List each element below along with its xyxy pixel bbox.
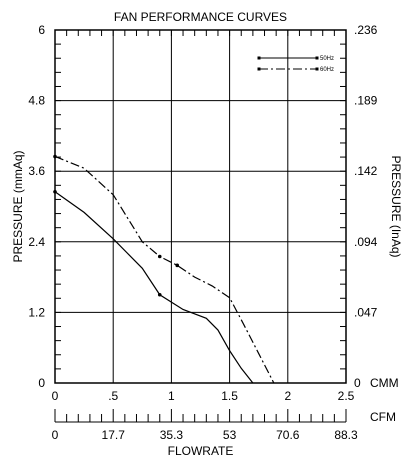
legend-marker xyxy=(257,56,261,60)
right-tick-label: .047 xyxy=(354,305,378,319)
cmm-tick-label: 1.5 xyxy=(221,389,238,403)
legend-marker xyxy=(315,67,319,71)
cfm-axis xyxy=(54,409,347,423)
data-point xyxy=(157,254,162,259)
x-axis-label: FLOWRATE xyxy=(168,444,234,458)
cfm-tick-label: 0 xyxy=(52,428,59,442)
cmm-tick-label: 2 xyxy=(284,389,291,403)
series xyxy=(53,154,275,384)
right-tick-label: .094 xyxy=(354,235,378,249)
series-line-60Hz xyxy=(54,155,275,384)
cmm-unit-label: CMM xyxy=(370,376,399,390)
cmm-axis-ticks: 0 .5 1 1.5 2 2.5 xyxy=(52,389,355,403)
right-tick-label: .189 xyxy=(354,94,378,108)
chart-title: FAN PERFORMANCE CURVES xyxy=(114,10,287,24)
data-point xyxy=(157,292,162,297)
cfm-unit-label: CFM xyxy=(370,410,396,424)
legend-label: 50Hz xyxy=(320,56,334,62)
left-tick-label: 3.6 xyxy=(28,164,45,178)
plot-frame xyxy=(54,29,347,384)
right-tick-label: .142 xyxy=(354,164,378,178)
grid xyxy=(55,30,346,383)
right-axis-ticks: 0 .047 .094 .142 .189 .236 xyxy=(354,23,378,390)
cmm-tick-label: 0 xyxy=(52,389,59,403)
left-tick-label: 1.2 xyxy=(28,305,45,319)
cfm-tick-label: 35.3 xyxy=(160,428,184,442)
cfm-tick-label: 17.7 xyxy=(102,428,126,442)
minor-ticks xyxy=(54,29,347,384)
cmm-tick-label: .5 xyxy=(108,389,118,403)
y-axis-label-left: PRESSURE (mmAq) xyxy=(11,150,25,262)
legend-label: 60Hz xyxy=(320,67,334,73)
cfm-tick-label: 70.6 xyxy=(276,428,300,442)
right-tick-label: 0 xyxy=(354,376,361,390)
data-point xyxy=(53,154,57,159)
series-line-50Hz xyxy=(54,191,254,384)
cfm-tick-label: 53 xyxy=(223,428,237,442)
y-axis-label-right: PRESSURE (InAq) xyxy=(389,155,403,257)
legend-marker xyxy=(257,67,261,71)
legend-marker xyxy=(315,56,319,60)
right-tick-label: .236 xyxy=(354,23,378,37)
cfm-axis-ticks: 0 17.7 35.3 53 70.6 88.3 xyxy=(52,428,358,442)
data-point xyxy=(53,189,57,194)
left-tick-label: 4.8 xyxy=(28,94,45,108)
left-tick-label: 2.4 xyxy=(28,235,45,249)
cfm-tick-label: 88.3 xyxy=(334,428,358,442)
left-axis-ticks: 0 1.2 2.4 3.6 4.8 6 xyxy=(28,23,45,390)
left-tick-label: 0 xyxy=(38,376,45,390)
left-tick-label: 6 xyxy=(38,23,45,37)
cmm-tick-label: 1 xyxy=(168,389,175,403)
data-point xyxy=(175,263,180,268)
legend: 50Hz 60Hz xyxy=(257,56,334,73)
cmm-tick-label: 2.5 xyxy=(338,389,355,403)
